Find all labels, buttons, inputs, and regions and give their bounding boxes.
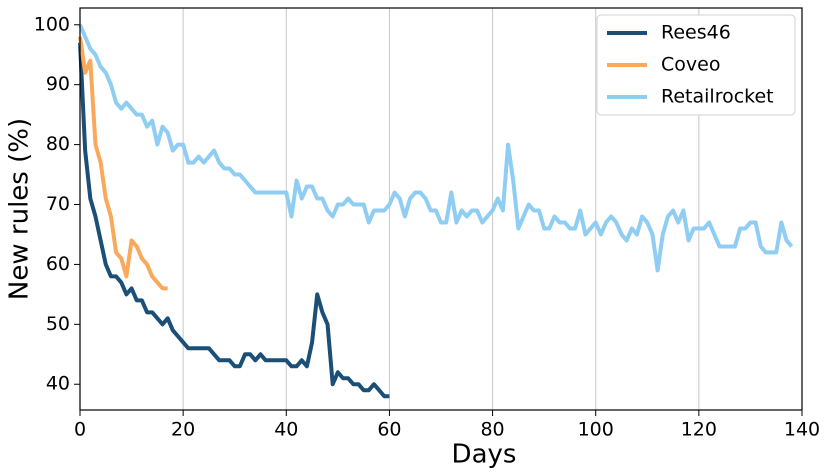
legend-label: Retailrocket [661,86,774,108]
y-axis-label: New rules (%) [5,118,35,300]
y-tick-label: 100 [34,13,70,35]
y-tick-label: 60 [46,253,70,275]
y-tick-label: 70 [46,193,70,215]
x-tick-label: 60 [377,419,401,441]
x-tick-label: 40 [274,419,298,441]
x-tick-label: 140 [784,419,820,441]
legend-label: Coveo [661,54,720,76]
x-tick-label: 120 [681,419,717,441]
series-line [78,23,794,273]
x-tick-label: 20 [171,419,195,441]
x-axis-label: Days [452,440,517,470]
x-tick-label: 100 [578,419,614,441]
y-tick-label: 40 [46,373,70,395]
y-tick-label: 90 [46,73,70,95]
series-line [78,42,390,399]
y-tick-label: 50 [46,313,70,335]
legend-label: Rees46 [661,22,731,44]
series-line [78,36,168,291]
y-tick-label: 80 [46,133,70,155]
x-tick-label: 0 [74,419,86,441]
legend-box [596,14,796,116]
x-tick-label: 80 [480,419,504,441]
plot-frame [79,7,803,411]
